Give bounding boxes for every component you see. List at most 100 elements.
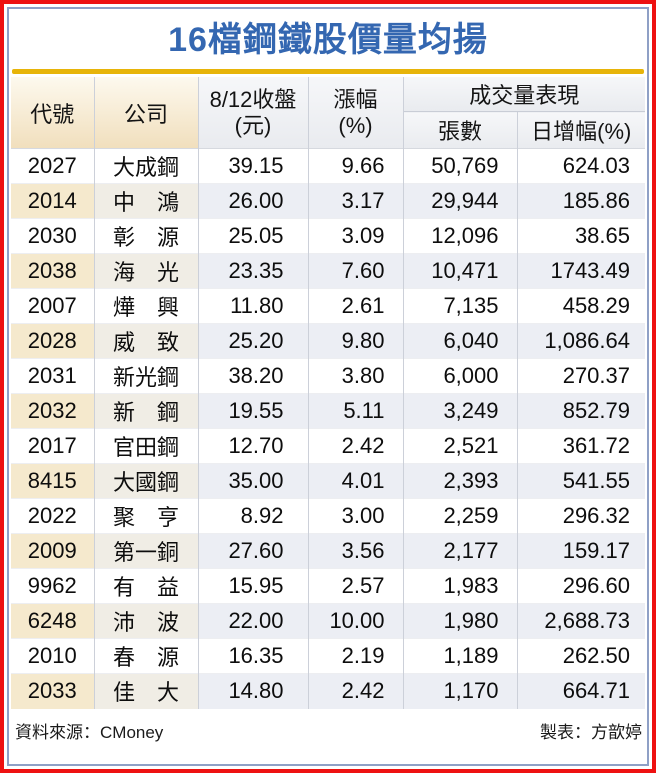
- closing-price-cell: 25.20: [198, 323, 309, 359]
- change-percent-cell: 10.00: [308, 603, 404, 639]
- table-row: 2031 新光鋼 38.20 3.80 6,000 270.37: [11, 358, 645, 394]
- closing-price-cell: 35.00: [198, 463, 309, 499]
- page-title: 16檔鋼鐵股價量均揚: [168, 21, 488, 59]
- volume-lots-cell: 2,521: [403, 428, 518, 464]
- change-percent-cell: 5.11: [308, 393, 404, 429]
- volume-lots-cell: 1,170: [403, 673, 518, 709]
- daily-gain-cell: 624.03: [517, 148, 645, 184]
- closing-price-cell: 27.60: [198, 533, 309, 569]
- stock-code-cell: 2030: [11, 218, 95, 254]
- daily-gain-cell: 159.17: [517, 533, 645, 569]
- daily-gain-cell: 38.65: [517, 218, 645, 254]
- gold-divider: [12, 69, 644, 74]
- company-name-cell: 大成鋼: [94, 148, 199, 184]
- header-close-price-line2: (元): [234, 112, 272, 138]
- change-percent-cell: 3.80: [308, 358, 404, 394]
- table-row: 6248 沛 波 22.00 10.00 1,980 2,688.73: [11, 603, 645, 639]
- stock-code-cell: 2027: [11, 148, 95, 184]
- change-percent-cell: 2.42: [308, 673, 404, 709]
- company-name-cell: 佳 大: [94, 673, 199, 709]
- company-name-cell: 大國鋼: [94, 463, 199, 499]
- volume-lots-cell: 1,189: [403, 638, 518, 674]
- closing-price-cell: 39.15: [198, 148, 309, 184]
- header-close-price-line1: 8/12收盤: [209, 86, 297, 112]
- closing-price-cell: 26.00: [198, 183, 309, 219]
- company-name-cell: 官田鋼: [94, 428, 199, 464]
- stock-code-cell: 2028: [11, 323, 95, 359]
- volume-lots-cell: 2,177: [403, 533, 518, 569]
- volume-lots-cell: 3,249: [403, 393, 518, 429]
- stock-code-cell: 2007: [11, 288, 95, 324]
- company-name-cell: 威 致: [94, 323, 199, 359]
- table-row: 2033 佳 大 14.80 2.42 1,170 664.71: [11, 673, 645, 709]
- daily-gain-cell: 296.32: [517, 498, 645, 534]
- closing-price-cell: 19.55: [198, 393, 309, 429]
- company-name-cell: 沛 波: [94, 603, 199, 639]
- volume-lots-cell: 6,040: [403, 323, 518, 359]
- stock-code-cell: 6248: [11, 603, 95, 639]
- header-company: 公司: [94, 77, 199, 149]
- table-row: 2028 威 致 25.20 9.80 6,040 1,086.64: [11, 323, 645, 359]
- closing-price-cell: 16.35: [198, 638, 309, 674]
- closing-price-cell: 38.20: [198, 358, 309, 394]
- volume-lots-cell: 10,471: [403, 253, 518, 289]
- change-percent-cell: 3.56: [308, 533, 404, 569]
- header-volume-group: 成交量表現: [403, 77, 645, 112]
- closing-price-cell: 14.80: [198, 673, 309, 709]
- change-percent-cell: 3.09: [308, 218, 404, 254]
- change-percent-cell: 9.80: [308, 323, 404, 359]
- daily-gain-cell: 185.86: [517, 183, 645, 219]
- header-change-percent-line2: (%): [338, 112, 373, 138]
- prepared-by-label: 製表：方歆婷: [540, 722, 642, 742]
- daily-gain-cell: 262.50: [517, 638, 645, 674]
- stock-code-cell: 2014: [11, 183, 95, 219]
- stock-code-cell: 2010: [11, 638, 95, 674]
- header-change-percent-line1: 漲幅: [333, 86, 378, 112]
- closing-price-cell: 25.05: [198, 218, 309, 254]
- change-percent-cell: 3.00: [308, 498, 404, 534]
- volume-lots-cell: 2,259: [403, 498, 518, 534]
- change-percent-cell: 3.17: [308, 183, 404, 219]
- daily-gain-cell: 270.37: [517, 358, 645, 394]
- table-row: 2007 燁 興 11.80 2.61 7,135 458.29: [11, 288, 645, 324]
- change-percent-cell: 2.61: [308, 288, 404, 324]
- daily-gain-cell: 664.71: [517, 673, 645, 709]
- header-daily-gain: 日增幅(%): [517, 111, 645, 149]
- daily-gain-cell: 361.72: [517, 428, 645, 464]
- table-row: 2038 海 光 23.35 7.60 10,471 1743.49: [11, 253, 645, 289]
- table-row: 9962 有 益 15.95 2.57 1,983 296.60: [11, 568, 645, 604]
- table-row: 2027 大成鋼 39.15 9.66 50,769 624.03: [11, 148, 645, 184]
- change-percent-cell: 2.19: [308, 638, 404, 674]
- stock-code-cell: 2038: [11, 253, 95, 289]
- change-percent-cell: 9.66: [308, 148, 404, 184]
- stock-code-cell: 2017: [11, 428, 95, 464]
- daily-gain-cell: 852.79: [517, 393, 645, 429]
- closing-price-cell: 8.92: [198, 498, 309, 534]
- stock-code-cell: 9962: [11, 568, 95, 604]
- company-name-cell: 春 源: [94, 638, 199, 674]
- table-row: 2022 聚 亨 8.92 3.00 2,259 296.32: [11, 498, 645, 534]
- daily-gain-cell: 458.29: [517, 288, 645, 324]
- table-header: 代號 公司 8/12收盤 (元) 漲幅 (%) 成交量表現 張數 日增幅(%): [11, 77, 645, 149]
- change-percent-cell: 2.57: [308, 568, 404, 604]
- table-row: 2010 春 源 16.35 2.19 1,189 262.50: [11, 638, 645, 674]
- closing-price-cell: 22.00: [198, 603, 309, 639]
- closing-price-cell: 23.35: [198, 253, 309, 289]
- header-lots: 張數: [403, 111, 518, 149]
- company-name-cell: 海 光: [94, 253, 199, 289]
- header-change-percent: 漲幅 (%): [308, 77, 404, 149]
- volume-lots-cell: 1,983: [403, 568, 518, 604]
- volume-lots-cell: 12,096: [403, 218, 518, 254]
- company-name-cell: 燁 興: [94, 288, 199, 324]
- company-name-cell: 新光鋼: [94, 358, 199, 394]
- volume-lots-cell: 29,944: [403, 183, 518, 219]
- table-row: 2014 中 鴻 26.00 3.17 29,944 185.86: [11, 183, 645, 219]
- change-percent-cell: 2.42: [308, 428, 404, 464]
- company-name-cell: 第一銅: [94, 533, 199, 569]
- header-close-price: 8/12收盤 (元): [198, 77, 309, 149]
- closing-price-cell: 11.80: [198, 288, 309, 324]
- closing-price-cell: 15.95: [198, 568, 309, 604]
- footer: 資料來源：CMoney 製表：方歆婷: [11, 709, 645, 743]
- table-row: 2032 新 鋼 19.55 5.11 3,249 852.79: [11, 393, 645, 429]
